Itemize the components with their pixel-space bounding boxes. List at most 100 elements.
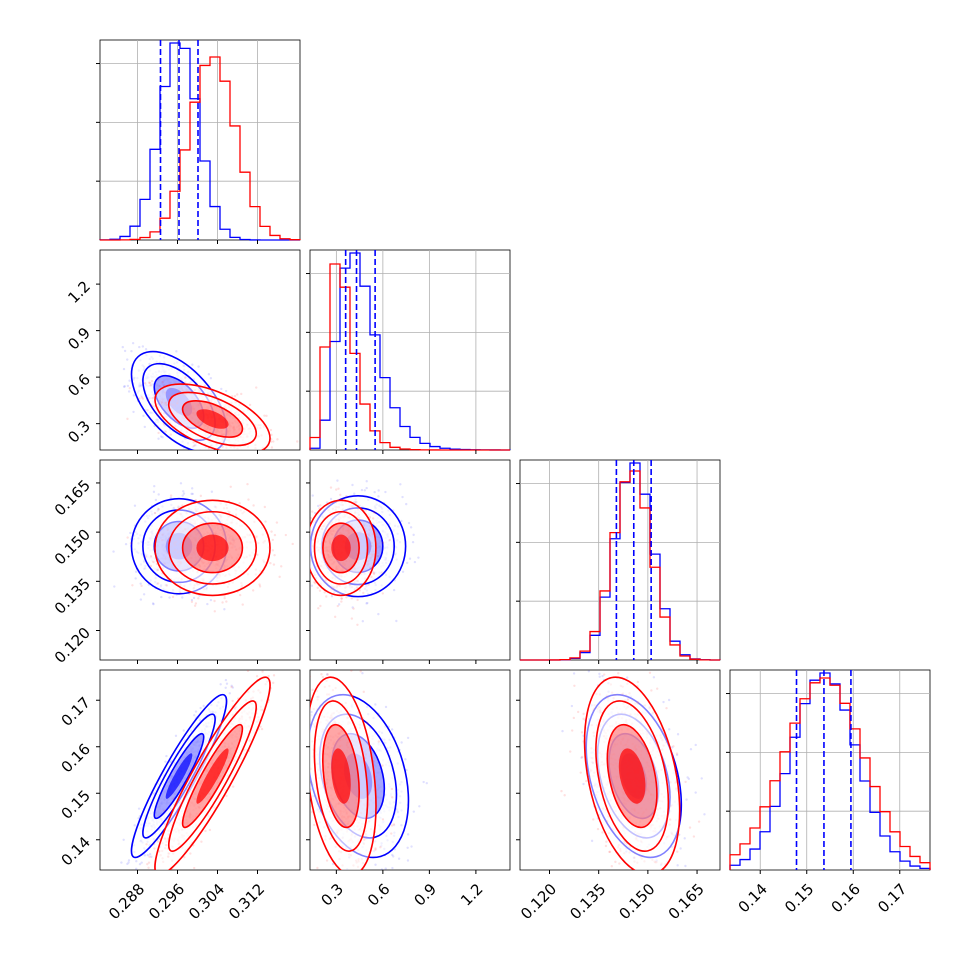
sample-point (225, 600, 228, 603)
sample-point (246, 482, 249, 486)
sample-point (162, 875, 164, 877)
hist-panel-0 (96, 39, 301, 244)
sample-point (182, 490, 185, 493)
sample-point (306, 545, 308, 547)
sample-point (270, 433, 273, 437)
sample-point (291, 542, 294, 546)
sample-point (157, 508, 161, 511)
sample-point (373, 490, 376, 494)
sample-point (365, 602, 368, 605)
sample-point (190, 600, 194, 604)
sample-point (305, 525, 307, 527)
sample-point (238, 450, 240, 452)
sample-point (273, 553, 276, 557)
sample-point (373, 511, 377, 515)
hist-panel-1 (306, 249, 511, 454)
sample-point (239, 452, 241, 454)
sample-point (351, 606, 354, 609)
sample-point (272, 440, 275, 443)
sample-point (135, 867, 138, 870)
sample-point (193, 444, 196, 448)
contour-level-3-series-1 (331, 534, 351, 562)
sample-point (407, 521, 411, 525)
sample-point (306, 538, 308, 540)
sample-point (171, 595, 175, 599)
sample-point (143, 382, 147, 385)
sample-point (306, 544, 308, 546)
sample-point (140, 584, 143, 588)
sample-point (193, 714, 196, 717)
sample-point (304, 548, 306, 550)
sample-point (129, 872, 131, 874)
sample-point (128, 379, 131, 382)
sample-point (377, 489, 380, 492)
sample-point (134, 577, 137, 580)
sample-point (358, 589, 362, 592)
sample-point (233, 394, 237, 398)
sample-point (133, 504, 137, 507)
sample-point (124, 542, 128, 546)
sample-point (126, 536, 129, 539)
sample-point (329, 497, 333, 501)
sample-point (392, 588, 396, 592)
sample-point (405, 502, 408, 506)
sample-point (333, 615, 337, 619)
sample-point (395, 619, 398, 623)
sample-point (121, 345, 124, 349)
sample-point (258, 585, 262, 588)
sample-point (146, 398, 150, 402)
sample-point (311, 510, 314, 513)
sample-point (335, 488, 338, 491)
sample-point (251, 589, 255, 592)
sample-point (157, 431, 160, 435)
sample-point (303, 566, 305, 568)
sample-point (238, 593, 242, 597)
sample-point (169, 807, 172, 810)
sample-point (296, 440, 299, 443)
sample-point (271, 549, 275, 552)
sample-point (127, 390, 131, 393)
sample-point (272, 681, 275, 685)
sample-point (225, 682, 229, 685)
sample-point (241, 603, 244, 606)
sample-point (191, 363, 194, 366)
sample-point (157, 493, 160, 496)
sample-point (411, 540, 415, 544)
sample-point (248, 403, 252, 407)
sample-point (126, 862, 129, 866)
sample-point (192, 441, 195, 444)
sample-point (123, 349, 127, 353)
sample-point (149, 383, 152, 387)
sample-point (114, 871, 116, 873)
sample-point (151, 396, 154, 400)
sample-point (129, 531, 132, 535)
panel-content (121, 341, 299, 455)
sample-point (153, 511, 157, 515)
sample-point (145, 843, 148, 846)
sample-point (192, 596, 196, 600)
sample-point (384, 490, 387, 494)
sample-point (311, 494, 314, 497)
sample-point (224, 686, 227, 689)
sample-point (352, 607, 355, 610)
sample-point (302, 601, 304, 603)
sample-point (337, 603, 341, 606)
sample-point (179, 591, 182, 595)
panel-frame (729, 669, 931, 871)
sample-point (272, 563, 276, 566)
sample-point (130, 349, 133, 353)
sample-point (323, 591, 326, 594)
sample-point (224, 389, 228, 393)
sample-point (200, 840, 203, 843)
sample-point (146, 853, 149, 857)
sample-point (126, 417, 129, 421)
sample-point (372, 511, 375, 514)
sample-point (240, 453, 242, 455)
sample-point (360, 488, 364, 492)
sample-point (228, 692, 231, 695)
sample-point (157, 893, 159, 895)
sample-point (129, 542, 133, 545)
sample-point (161, 436, 164, 439)
sample-point (194, 710, 198, 713)
sample-point (365, 480, 368, 483)
